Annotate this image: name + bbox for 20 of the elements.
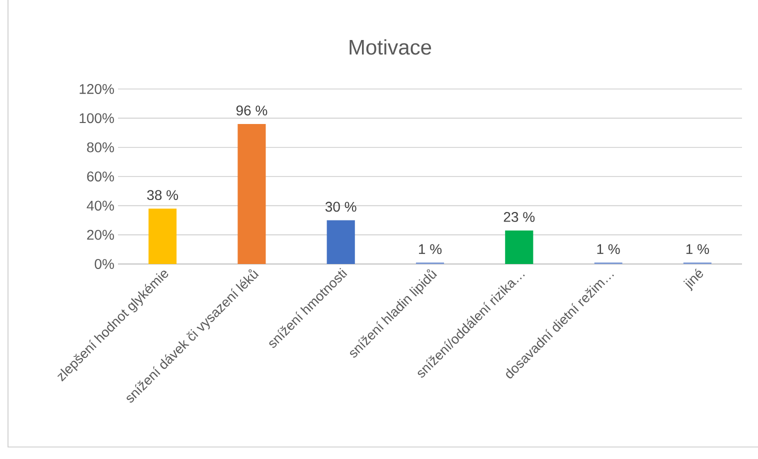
data-label: 1 % — [419, 244, 442, 254]
data-label: 1 % — [686, 244, 709, 254]
y-tick-label: 60% — [87, 172, 114, 182]
y-tick-label: 100% — [80, 113, 114, 124]
data-label: 96 % — [236, 106, 268, 116]
y-tick-label: 80% — [87, 142, 114, 152]
bar — [148, 208, 177, 264]
bar — [238, 124, 266, 264]
x-tick-label: jiné — [683, 268, 704, 292]
chart-title: Motivace — [350, 39, 432, 55]
bar — [505, 230, 534, 264]
data-label: 1 % — [597, 244, 620, 254]
data-label: 38 % — [147, 190, 178, 200]
y-tick-label: 0% — [94, 259, 114, 269]
data-label: 23 % — [504, 212, 535, 222]
y-tick-label: 20% — [87, 230, 114, 240]
bar — [326, 220, 355, 264]
y-tick-label: 120% — [80, 84, 114, 94]
y-tick-label: 40% — [86, 200, 114, 211]
data-label: 30 % — [325, 202, 356, 212]
